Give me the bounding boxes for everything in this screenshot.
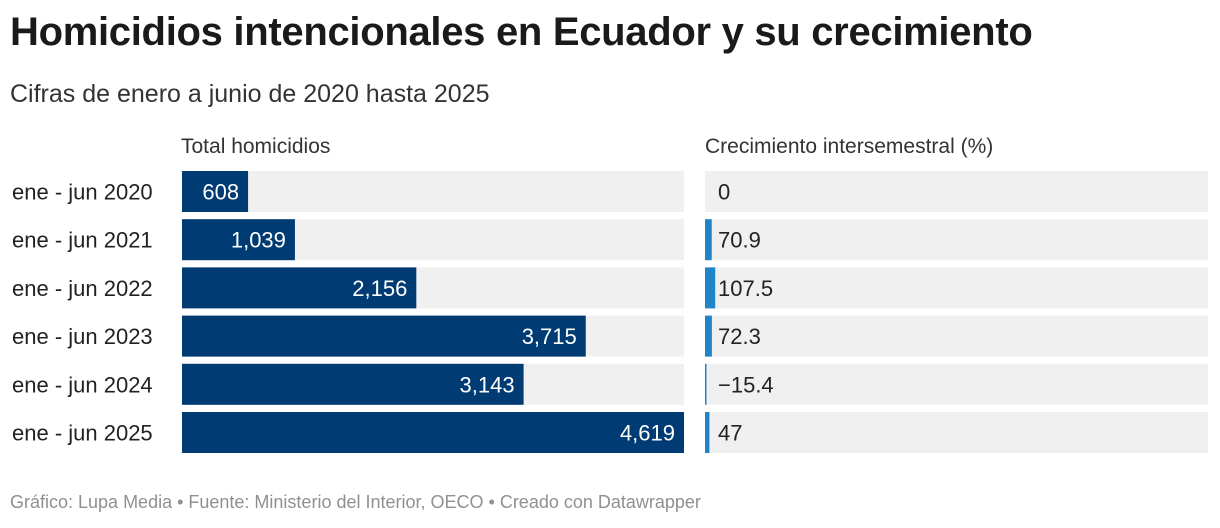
total-bar-label: 3,143 — [460, 372, 515, 397]
column-header-total: Total homicidios — [181, 135, 331, 158]
growth-bar-label: 107.5 — [718, 276, 773, 301]
total-bar — [182, 171, 249, 212]
growth-bar-label: 0 — [718, 180, 730, 205]
total-bar-label: 2,156 — [352, 276, 407, 301]
total-bar-background — [182, 171, 684, 212]
row-label: ene - jun 2025 — [12, 421, 153, 446]
growth-bar-background — [705, 315, 1208, 357]
total-bar — [182, 412, 684, 453]
growth-bar-label: 47 — [718, 421, 742, 446]
growth-bar-background — [705, 363, 1208, 405]
growth-bar — [705, 267, 716, 309]
growth-bar-background — [705, 267, 1208, 309]
row-label: ene - jun 2021 — [12, 228, 153, 253]
total-bar — [182, 363, 524, 405]
total-bar — [182, 219, 295, 261]
growth-bar-background — [705, 171, 1208, 212]
growth-bar-background — [705, 219, 1208, 261]
total-bar — [182, 315, 586, 357]
row-label: ene - jun 2024 — [12, 372, 153, 397]
growth-bar — [705, 363, 707, 405]
growth-bar — [705, 315, 712, 357]
chart-title: Homicidios intencionales en Ecuador y su… — [10, 10, 1033, 54]
growth-bar — [705, 412, 710, 453]
chart-subtitle: Cifras de enero a junio de 2020 hasta 20… — [10, 80, 490, 108]
total-bar — [182, 267, 417, 309]
row-label: ene - jun 2023 — [12, 324, 153, 349]
row-label: ene - jun 2022 — [12, 276, 153, 301]
total-bar-label: 1,039 — [231, 228, 286, 253]
growth-bar — [705, 219, 712, 261]
column-header-growth: Crecimiento intersemestral (%) — [705, 135, 994, 158]
row-label: ene - jun 2020 — [12, 180, 153, 205]
chart-footer: Gráfico: Lupa Media • Fuente: Ministerio… — [10, 492, 701, 512]
total-bar-label: 4,619 — [620, 421, 675, 446]
growth-bar-background — [705, 412, 1208, 453]
total-bar-label: 608 — [202, 180, 239, 205]
total-bar-label: 3,715 — [522, 324, 577, 349]
growth-bar-label: −15.4 — [718, 372, 774, 397]
growth-bar-label: 72.3 — [718, 324, 761, 349]
growth-bar-label: 70.9 — [718, 228, 761, 253]
